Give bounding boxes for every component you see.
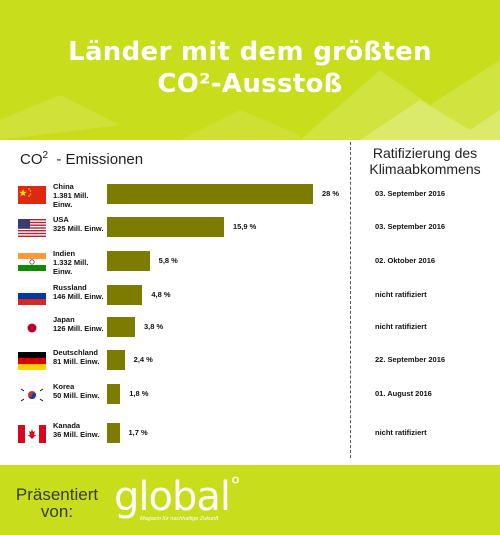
country-population: 146 Mill. Einw. — [53, 292, 104, 301]
emission-value-label: 28 % — [322, 189, 340, 198]
country-population: 1.381 Mill. — [53, 191, 89, 200]
emission-bar — [107, 251, 150, 271]
emission-bar — [107, 317, 135, 337]
emission-value-label: 15,9 % — [232, 222, 257, 231]
country-population: 36 Mill. Einw. — [53, 430, 100, 439]
country-label: Indien 1.332 Mill. Einw. — [53, 249, 88, 276]
country-name: China — [53, 182, 74, 191]
ratification-header: Ratifizierung des Klimaabkommens — [360, 145, 490, 177]
footer-banner — [0, 465, 500, 535]
ratification-date: 03. September 2016 — [375, 189, 446, 198]
usa-flag-icon — [18, 219, 46, 237]
chart-row-indien: Indien 1.332 Mill. Einw. 5,8 % 02. Oktober 2… — [0, 249, 500, 279]
country-name: Deutschland — [53, 348, 99, 357]
emissions-header-sup: 2 — [42, 150, 49, 161]
logo-mark: ° — [230, 474, 241, 499]
logo-tagline: Magazin für nachhaltige Zukunft — [140, 516, 219, 522]
emission-value-label: 1,7 % — [128, 428, 148, 437]
ratification-date: nicht ratifiziert — [375, 290, 427, 299]
india-flag-icon — [18, 253, 46, 271]
chart-row-deutschland: Deutschland 81 Mill. Einw. 2,4 % 22. Septem… — [0, 348, 500, 378]
presented-line-1: Präsentiert — [15, 485, 99, 504]
emissions-header-co: CO — [20, 151, 43, 168]
country-population-suffix: Einw. — [53, 200, 73, 209]
country-label: Japan 126 Mill. Einw. — [53, 315, 104, 333]
ratification-header-line-1: Ratifizierung des — [372, 145, 478, 161]
emission-value-label: 2,4 % — [133, 355, 153, 364]
ratification-date: 01. August 2016 — [375, 389, 432, 398]
germany-flag-icon — [18, 352, 46, 370]
global-logo: global° — [114, 474, 241, 520]
russia-flag-icon — [17, 286, 47, 305]
country-label: Korea 50 Mill. Einw. — [53, 382, 99, 400]
country-label: Russland 146 Mill. Einw. — [53, 283, 104, 301]
country-population: 1.332 Mill. — [53, 258, 89, 267]
infographic-title: Länder mit dem größten CO²-Ausstoß — [0, 36, 500, 100]
ratification-date: 22. September 2016 — [375, 355, 446, 364]
country-label: China 1.381 Mill. Einw. — [53, 182, 88, 209]
chart-row-china: China 1.381 Mill. Einw. 28 % 03. September 2… — [0, 182, 500, 212]
chart-row-japan: Japan 126 Mill. Einw. 3,8 % nicht ratifizie… — [0, 315, 500, 345]
emission-bar — [107, 184, 313, 204]
country-name: Indien — [53, 249, 76, 258]
header-banner: Länder mit dem größten CO²-Ausstoß — [0, 0, 500, 140]
emission-value-label: 4,8 % — [151, 290, 171, 299]
title-line-2: CO²-Ausstoß — [157, 69, 343, 99]
header-background-shapes — [0, 60, 500, 140]
emission-value-label: 5,8 % — [158, 256, 178, 265]
emission-bar — [107, 217, 224, 237]
country-name: Kanada — [53, 421, 81, 430]
ratification-date: nicht ratifiziert — [375, 322, 427, 331]
presented-line-2: von: — [40, 502, 74, 521]
country-population: 81 Mill. Einw. — [53, 357, 100, 366]
emission-bar — [107, 423, 120, 443]
presented-by-label: Präsentiert von: — [12, 486, 102, 520]
emissions-header-rest: - Emissionen — [48, 151, 144, 168]
country-label: Kanada 36 Mill. Einw. — [53, 421, 99, 439]
japan-flag-icon — [18, 319, 46, 337]
ratification-date: 03. September 2016 — [375, 222, 446, 231]
emission-bar — [107, 350, 125, 370]
chart-row-russland: Russland 146 Mill. Einw. 4,8 % nicht ratifi… — [0, 283, 500, 313]
country-label: Deutschland 81 Mill. Einw. — [53, 348, 99, 366]
ratification-date: nicht ratifiziert — [375, 428, 427, 437]
country-name: USA — [53, 215, 69, 224]
column-divider — [350, 142, 351, 458]
country-label: USA 325 Mill. Einw. — [53, 215, 104, 233]
ratification-date: 02. Oktober 2016 — [375, 256, 436, 265]
emission-bar — [107, 285, 143, 305]
country-population-suffix: Einw. — [53, 267, 73, 276]
chart-row-korea: Korea 50 Mill. Einw. 1,8 % 01. August 2016 — [0, 382, 500, 412]
korea-flag-icon — [17, 385, 47, 405]
emissions-header: CO2 - Emissionen — [20, 150, 143, 168]
emission-bar — [107, 384, 121, 404]
country-population: 50 Mill. Einw. — [53, 391, 100, 400]
country-name: Japan — [53, 315, 75, 324]
title-line-1: Länder mit dem größten — [68, 37, 432, 67]
emission-value-label: 1,8 % — [129, 389, 149, 398]
emission-value-label: 3,8 % — [143, 322, 164, 331]
logo-text: global — [114, 474, 231, 520]
china-flag-icon — [18, 186, 46, 204]
country-population: 325 Mill. Einw. — [53, 224, 104, 233]
chart-row-kanada: Kanada 36 Mill. Einw. 1,7 % nicht ratifizie… — [0, 421, 500, 451]
chart-row-usa: USA 325 Mill. Einw. 15,9 % 03. September 20… — [0, 215, 500, 245]
country-name: Russland — [53, 283, 87, 292]
canada-flag-icon — [18, 425, 46, 443]
country-population: 126 Mill. Einw. — [53, 324, 104, 333]
ratification-header-line-2: Klimaabkommens — [369, 161, 481, 177]
country-name: Korea — [53, 382, 75, 391]
